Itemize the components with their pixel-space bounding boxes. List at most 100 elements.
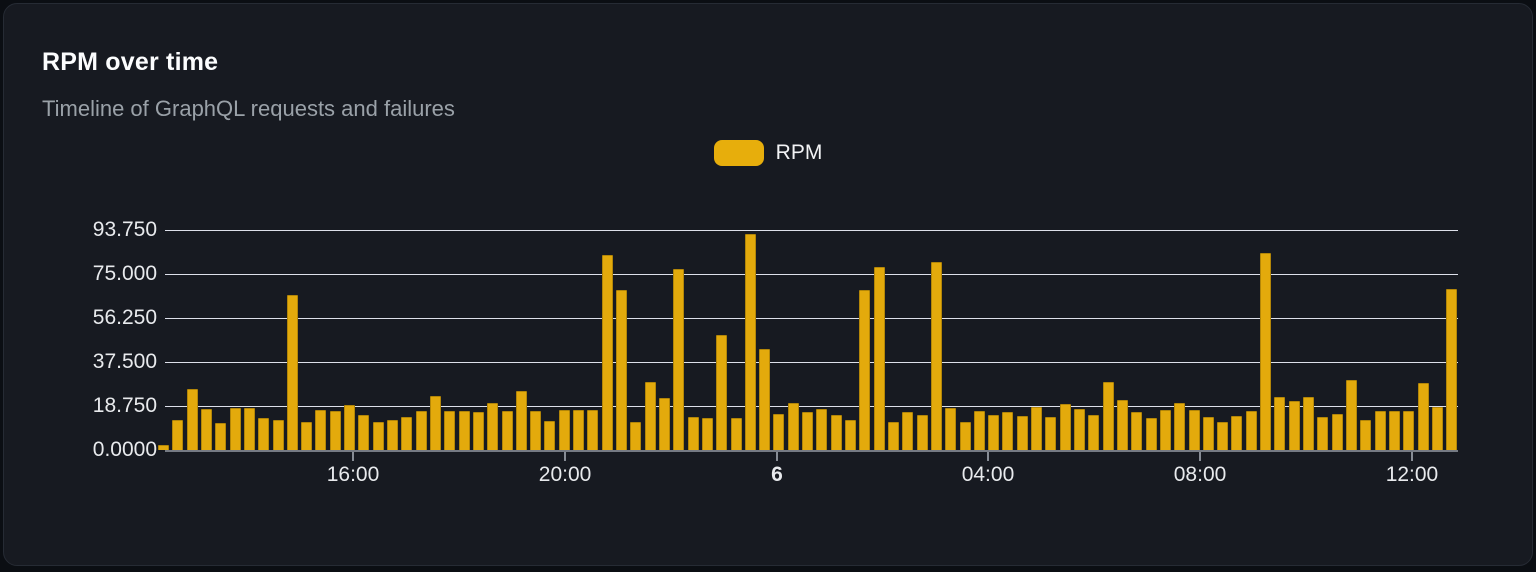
bar[interactable] — [387, 419, 398, 450]
bar[interactable] — [1417, 383, 1429, 450]
bar[interactable] — [1288, 400, 1300, 450]
bar[interactable] — [1074, 408, 1085, 450]
bar[interactable] — [744, 234, 756, 450]
gridline — [165, 362, 1458, 363]
bar[interactable] — [930, 262, 942, 450]
bar[interactable] — [558, 410, 570, 450]
bar[interactable] — [401, 417, 413, 450]
legend-item-rpm[interactable]: RPM — [0, 140, 1536, 166]
bar[interactable] — [830, 414, 842, 450]
bar[interactable] — [802, 412, 814, 450]
bar[interactable] — [1431, 406, 1443, 450]
bar[interactable] — [1345, 379, 1357, 450]
bar[interactable] — [329, 411, 341, 450]
bar[interactable] — [630, 421, 642, 450]
bar[interactable] — [1260, 252, 1272, 450]
bar[interactable] — [816, 408, 828, 450]
bar[interactable] — [587, 410, 599, 450]
bar[interactable] — [1274, 397, 1286, 450]
bar[interactable] — [887, 421, 899, 450]
bar[interactable] — [859, 290, 871, 450]
bar[interactable] — [301, 421, 313, 450]
bar[interactable] — [1231, 415, 1243, 450]
bar[interactable] — [673, 269, 685, 450]
bar[interactable] — [773, 413, 785, 450]
bar[interactable] — [601, 255, 613, 450]
bar[interactable] — [873, 266, 885, 450]
bar[interactable] — [787, 403, 799, 450]
bar[interactable] — [1045, 417, 1057, 450]
bar[interactable] — [701, 418, 713, 450]
bar[interactable] — [902, 412, 914, 450]
bar[interactable] — [472, 412, 484, 450]
bar[interactable] — [458, 411, 470, 450]
x-tick-mark — [1199, 452, 1202, 461]
bar[interactable] — [1245, 411, 1257, 450]
bar[interactable] — [444, 411, 456, 450]
bar[interactable] — [1217, 421, 1229, 450]
bar[interactable] — [687, 417, 699, 450]
bar[interactable] — [358, 414, 370, 450]
bar[interactable] — [186, 389, 198, 450]
bar[interactable] — [916, 414, 928, 450]
bar[interactable] — [530, 411, 542, 450]
bar[interactable] — [1088, 414, 1100, 450]
bar[interactable] — [1446, 289, 1458, 450]
chart-card — [3, 3, 1533, 566]
bar[interactable] — [1174, 403, 1186, 450]
bar[interactable] — [1388, 411, 1400, 450]
bar[interactable] — [258, 418, 270, 450]
bar[interactable] — [945, 407, 957, 450]
bar[interactable] — [1188, 410, 1200, 450]
bar[interactable] — [973, 411, 985, 450]
bar[interactable] — [1331, 413, 1343, 450]
legend-swatch-icon — [713, 140, 764, 166]
x-tick-label: 16:00 — [326, 463, 380, 486]
bar[interactable] — [573, 410, 585, 450]
bar[interactable] — [429, 396, 441, 450]
bar[interactable] — [616, 290, 627, 450]
bar[interactable] — [515, 391, 527, 450]
bar[interactable] — [272, 419, 284, 450]
bar[interactable] — [759, 349, 771, 450]
bar[interactable] — [215, 423, 227, 450]
bar[interactable] — [315, 410, 327, 450]
bar[interactable] — [1059, 404, 1071, 450]
bar-series-rpm — [158, 230, 1458, 450]
bar[interactable] — [487, 403, 499, 450]
bar[interactable] — [544, 420, 556, 450]
bar[interactable] — [1145, 418, 1157, 450]
bar[interactable] — [158, 445, 169, 450]
bar[interactable] — [1131, 412, 1143, 450]
bar[interactable] — [644, 381, 656, 450]
bar[interactable] — [1374, 411, 1386, 450]
bar[interactable] — [1031, 406, 1043, 450]
bar[interactable] — [415, 411, 427, 450]
bar[interactable] — [1116, 399, 1128, 450]
bar[interactable] — [1360, 419, 1372, 450]
bar[interactable] — [229, 407, 241, 450]
bar[interactable] — [1102, 381, 1114, 450]
bar[interactable] — [1303, 397, 1314, 450]
x-tick-label: 08:00 — [1173, 463, 1227, 486]
bar[interactable] — [1159, 410, 1171, 450]
y-tick-label: 18.750 — [92, 394, 157, 417]
bar[interactable] — [501, 411, 513, 450]
bar[interactable] — [988, 414, 1000, 450]
bar[interactable] — [172, 419, 184, 450]
bar[interactable] — [243, 407, 255, 450]
bar[interactable] — [372, 421, 384, 450]
bar[interactable] — [1317, 417, 1329, 450]
bar[interactable] — [716, 335, 728, 450]
bar[interactable] — [845, 419, 856, 450]
bar[interactable] — [200, 408, 212, 450]
bar[interactable] — [658, 398, 670, 450]
bar[interactable] — [730, 418, 742, 450]
bar[interactable] — [1016, 415, 1028, 450]
bar[interactable] — [344, 405, 356, 450]
bar[interactable] — [286, 295, 298, 450]
bar[interactable] — [1202, 417, 1214, 450]
bar[interactable] — [1002, 412, 1014, 450]
bar[interactable] — [1403, 411, 1415, 450]
bar[interactable] — [959, 421, 971, 450]
